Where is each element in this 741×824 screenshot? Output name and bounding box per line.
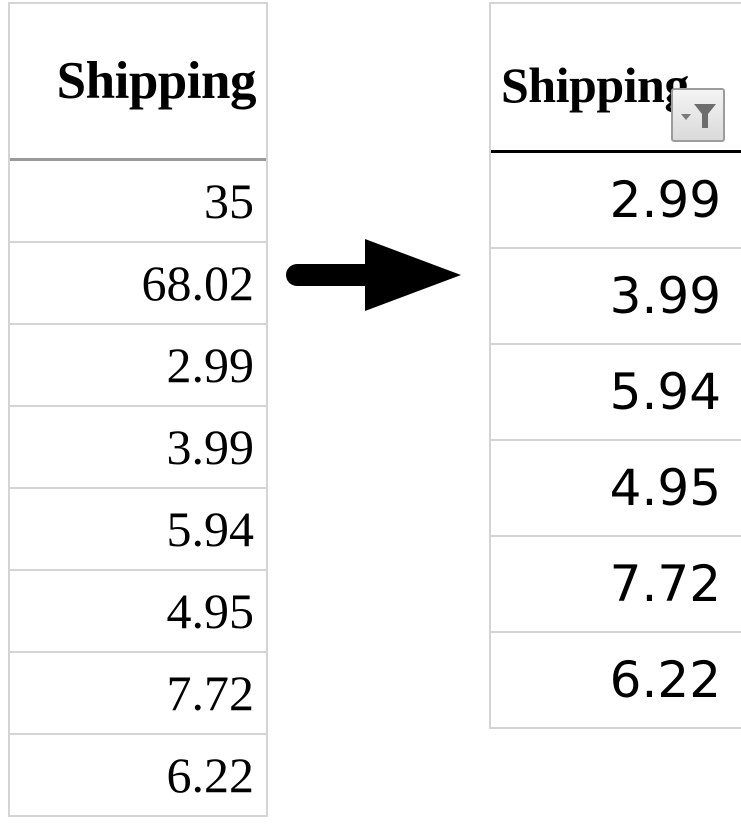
after-cell-value: 2.99 [609,171,721,229]
filter-dropdown-button[interactable] [671,88,725,142]
right-arrow-icon [286,239,461,311]
after-shipping-column: Shipping 2.99 3.99 5.94 4.95 7.72 6.22 [489,2,741,729]
filter-dropdown-icon [681,104,716,128]
before-shipping-column: Shipping 35 68.02 2.99 3.99 5.94 4.95 7.… [8,2,268,817]
before-cell-value: 68.02 [141,255,255,311]
after-cell-value: 6.22 [609,651,721,709]
before-cell[interactable]: 2.99 [10,325,266,407]
before-cell-value: 3.99 [166,419,255,475]
before-cell[interactable]: 5.94 [10,489,266,571]
after-cell-value: 3.99 [609,267,721,325]
after-cell[interactable]: 3.99 [491,249,741,345]
before-cell-value: 4.95 [166,583,255,639]
after-cell[interactable]: 5.94 [491,345,741,441]
before-cell[interactable]: 4.95 [10,571,266,653]
before-cell[interactable]: 3.99 [10,407,266,489]
before-header-label: Shipping [56,52,257,110]
after-header-cell[interactable]: Shipping [491,4,741,153]
before-header-cell[interactable]: Shipping [10,4,266,161]
before-cell-value: 6.22 [166,747,255,803]
before-cell[interactable]: 68.02 [10,243,266,325]
before-cell-value: 2.99 [166,337,255,393]
before-cell[interactable]: 7.72 [10,653,266,735]
before-cell-value: 5.94 [166,501,255,557]
after-cell-value: 5.94 [609,363,721,421]
after-cell[interactable]: 4.95 [491,441,741,537]
after-cell[interactable]: 2.99 [491,153,741,249]
before-cell[interactable]: 6.22 [10,735,266,817]
after-header-label: Shipping [501,57,689,113]
after-cell[interactable]: 6.22 [491,633,741,729]
before-cell-value: 35 [204,173,254,229]
before-cell-value: 7.72 [166,665,255,721]
after-cell[interactable]: 7.72 [491,537,741,633]
after-cell-value: 4.95 [609,459,721,517]
before-cell[interactable]: 35 [10,161,266,243]
after-cell-value: 7.72 [609,555,721,613]
